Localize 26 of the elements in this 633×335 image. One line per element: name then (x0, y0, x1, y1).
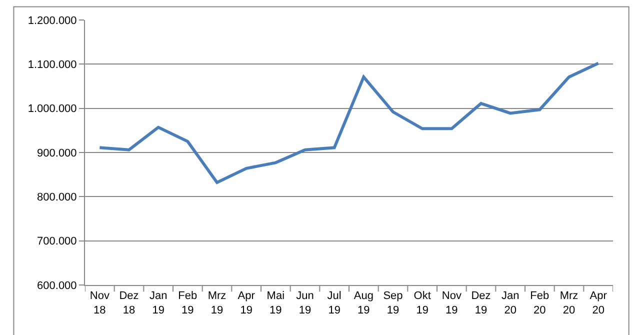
y-tick-label: 800.000 (37, 192, 77, 204)
x-tick-label: Jan 20 (501, 290, 520, 316)
y-tick-label: 1.100.000 (28, 59, 77, 72)
x-tick-label: Sep 19 (383, 290, 403, 316)
x-tick-label: Jun 19 (296, 290, 314, 316)
x-tick-label: Aug 19 (354, 290, 374, 316)
x-tick-label: Dez 18 (119, 290, 139, 316)
x-tick-label: Apr 20 (590, 290, 608, 316)
x-tick-label: Nov 19 (442, 290, 462, 316)
x-tick-label: Okt 19 (414, 290, 431, 316)
x-tick-label: Dez 19 (471, 290, 491, 316)
x-tick-label: Apr 19 (238, 290, 256, 316)
line-series (98, 62, 600, 184)
x-tick-label: Feb 20 (530, 290, 550, 316)
x-tick-label: Mrz 20 (560, 290, 578, 316)
x-tick-label: Feb 19 (178, 290, 198, 316)
x-tick-label: Mai 19 (266, 290, 285, 316)
y-tick-label: 1.200.000 (28, 14, 77, 27)
y-tick-label: 900.000 (37, 147, 77, 160)
y-tick-label: 700.000 (37, 236, 77, 248)
x-tick-label: Jan 19 (149, 290, 168, 316)
x-tick-label: Mrz 19 (208, 290, 226, 316)
y-tick-label: 1.000.000 (28, 103, 77, 116)
x-tick-label: Nov 18 (90, 290, 110, 316)
x-tick-label: Jul 19 (327, 290, 342, 316)
y-tick-label: 600.000 (37, 280, 77, 292)
